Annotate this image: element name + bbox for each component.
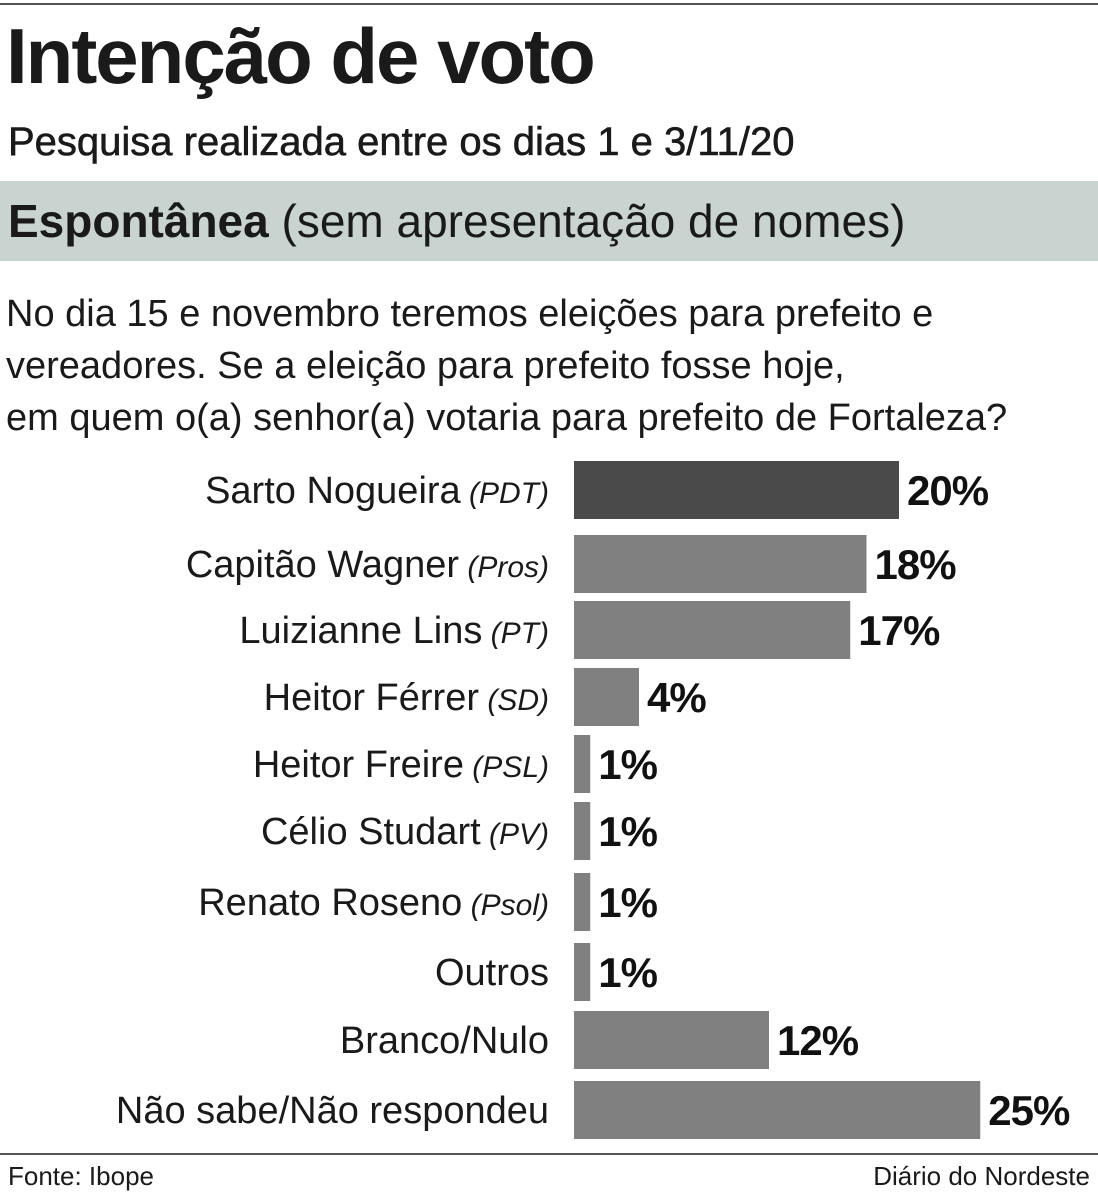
value-label: 4% (647, 674, 706, 721)
bar (574, 668, 639, 726)
value-label: 1% (598, 808, 657, 855)
publisher-credit: Diário do Nordeste (873, 1161, 1090, 1191)
section-band (0, 181, 1098, 261)
question-line: No dia 15 e novembro teremos eleições pa… (6, 293, 934, 335)
bar (574, 1011, 769, 1069)
category-label: Não sabe/Não respondeu (116, 1090, 549, 1132)
section-heading-strong: Espontânea (8, 195, 269, 247)
bar (574, 461, 899, 519)
chart-title: Intenção de voto (6, 12, 596, 100)
party-label: (PDT) (461, 477, 549, 510)
source-note: Fonte: Ibope (8, 1161, 154, 1191)
party-label: (Pros) (459, 551, 549, 584)
category-label: Luizianne Lins (PT) (239, 610, 549, 652)
bar (574, 802, 591, 860)
value-label: 12% (777, 1017, 859, 1064)
section-heading-light: (sem apresentação de nomes) (268, 195, 906, 247)
value-label: 1% (598, 949, 657, 996)
party-label: (SD) (479, 684, 549, 717)
bar (574, 1081, 981, 1139)
value-label: 25% (988, 1087, 1070, 1134)
value-label: 1% (598, 741, 657, 788)
category-label: Capitão Wagner (Pros) (186, 544, 549, 586)
bar (574, 873, 591, 931)
category-label: Branco/Nulo (340, 1020, 549, 1062)
category-label: Célio Studart (PV) (261, 811, 549, 853)
category-label: Outros (435, 952, 549, 994)
top-rule (0, 3, 1098, 5)
question-line: em quem o(a) senhor(a) votaria para pref… (6, 397, 1008, 439)
question-line: vereadores. Se a eleição para prefeito f… (6, 345, 845, 387)
category-label: Heitor Freire (PSL) (253, 744, 549, 786)
party-label: (PV) (481, 818, 549, 851)
category-label: Sarto Nogueira (PDT) (205, 470, 549, 512)
party-label: (PT) (482, 617, 549, 650)
bar (574, 601, 851, 659)
bar-chart: Sarto Nogueira (PDT) 20% Capitão Wagner (P… (116, 461, 1071, 1139)
party-label: (Psol) (462, 889, 549, 922)
value-label: 18% (875, 541, 957, 588)
section-heading: Espontânea (sem apresentação de nomes) (8, 189, 905, 253)
category-label: Heitor Férrer (SD) (264, 677, 549, 719)
survey-question: No dia 15 e novembro teremos eleições pa… (6, 288, 1096, 444)
party-label: (PSL) (464, 751, 549, 784)
chart-subtitle: Pesquisa realizada entre os dias 1 e 3/1… (8, 120, 795, 165)
value-label: 20% (907, 467, 989, 514)
bar (574, 735, 591, 793)
category-label: Renato Roseno (Psol) (198, 882, 549, 924)
bar (574, 535, 867, 593)
value-label: 1% (598, 879, 657, 926)
value-label: 17% (858, 607, 940, 654)
bottom-rule (0, 1153, 1098, 1155)
bar (574, 943, 591, 1001)
